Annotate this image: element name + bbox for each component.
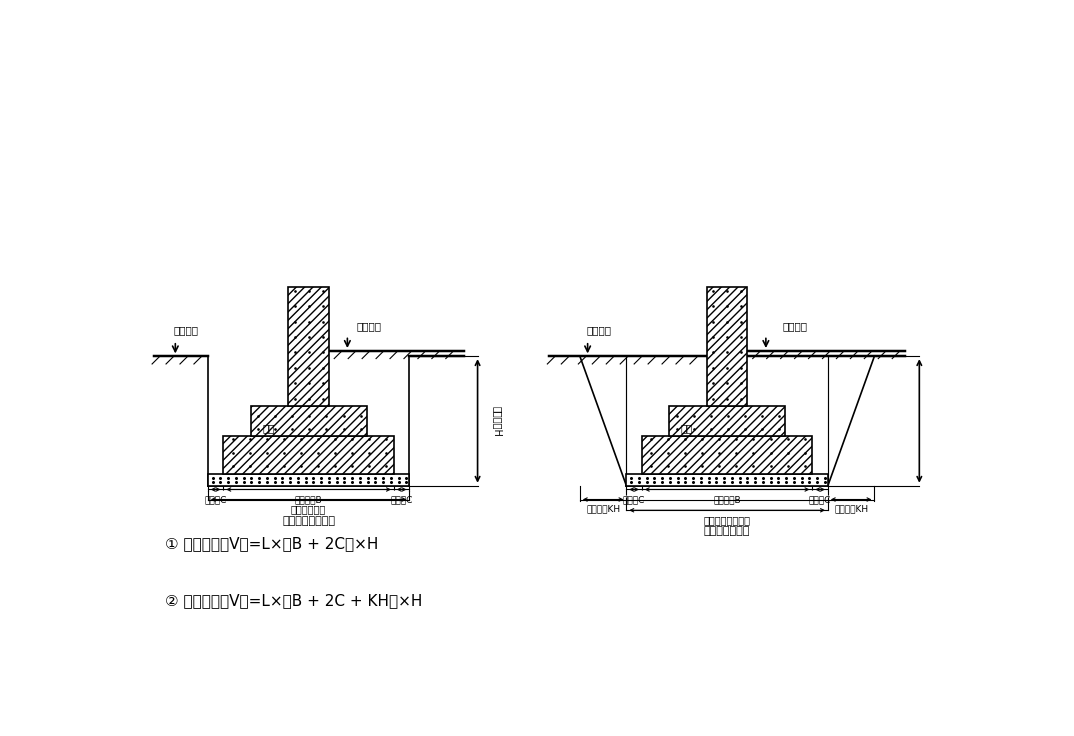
- Bar: [250, 406, 366, 436]
- Text: 工作面C: 工作面C: [391, 495, 412, 504]
- Bar: [223, 436, 394, 474]
- Bar: [208, 474, 409, 486]
- Text: 基础宽度B: 基础宽度B: [713, 495, 741, 504]
- Bar: [642, 436, 812, 474]
- Text: 基础: 基础: [262, 423, 275, 433]
- Text: 工作面C: 工作面C: [809, 495, 831, 504]
- Text: ① 不放坡时：V挖=L×（B + 2C）×H: ① 不放坡时：V挖=L×（B + 2C）×H: [165, 536, 379, 551]
- Text: 基础: 基础: [681, 423, 693, 433]
- Bar: [289, 287, 329, 406]
- Bar: [289, 287, 329, 406]
- Text: 基础宽度B: 基础宽度B: [294, 495, 322, 504]
- Bar: [707, 287, 748, 406]
- Bar: [626, 474, 828, 486]
- Text: 基槽基底开挪宽度: 基槽基底开挪宽度: [703, 515, 751, 525]
- Text: 工作面C: 工作面C: [623, 495, 645, 504]
- Text: 室内地座: 室内地座: [357, 322, 381, 332]
- Text: 开挪深度H: 开挪深度H: [492, 406, 502, 436]
- Text: 工作面C: 工作面C: [204, 495, 227, 504]
- Text: 基槽开挪宽度: 基槽开挪宽度: [291, 504, 326, 514]
- Text: 不放坡的基槽断面: 不放坡的基槽断面: [282, 517, 335, 526]
- Text: 室外地座: 室外地座: [174, 325, 199, 336]
- Bar: [707, 287, 748, 406]
- Text: 室外地座: 室外地座: [586, 325, 612, 336]
- Text: 放坡宽度KH: 放坡宽度KH: [834, 504, 868, 513]
- Text: 放坡宽度KH: 放坡宽度KH: [586, 504, 620, 513]
- Bar: [669, 406, 785, 436]
- Bar: [223, 436, 394, 474]
- Bar: [250, 406, 366, 436]
- Text: ② 有放坡时：V挖=L×（B + 2C + KH）×H: ② 有放坡时：V挖=L×（B + 2C + KH）×H: [165, 594, 423, 609]
- Text: 放坡的基槽断面: 放坡的基槽断面: [703, 526, 751, 536]
- Text: 室内地座: 室内地座: [783, 322, 808, 332]
- Bar: [669, 406, 785, 436]
- Bar: [642, 436, 812, 474]
